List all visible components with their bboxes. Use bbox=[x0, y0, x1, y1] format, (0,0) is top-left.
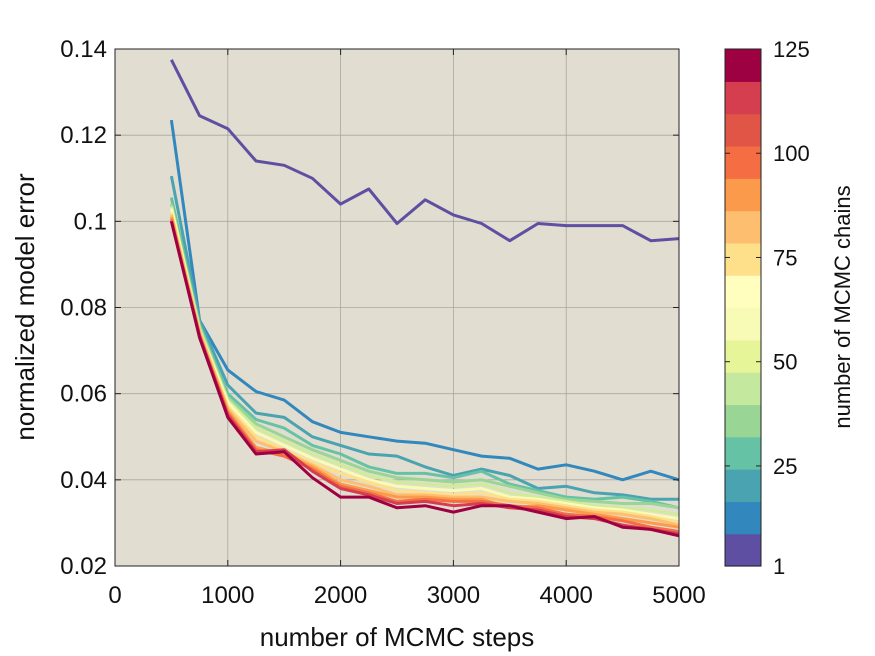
series-line-80-chains bbox=[169, 214, 680, 527]
series-line-10-chains bbox=[169, 119, 680, 482]
colorbar-tick-label: 100 bbox=[773, 141, 810, 166]
colorbar-segment bbox=[725, 404, 761, 438]
y-tick-label: 0.02 bbox=[60, 553, 107, 580]
x-tick-label: 5000 bbox=[652, 582, 705, 609]
colorbar-segment bbox=[725, 307, 761, 341]
series-line-60-chains bbox=[169, 208, 680, 521]
colorbar-segment bbox=[725, 113, 761, 147]
series-line-30-chains bbox=[169, 197, 680, 510]
series-line-50-chains bbox=[169, 205, 680, 516]
series-group bbox=[169, 59, 680, 538]
colorbar-segment bbox=[725, 210, 761, 244]
colorbar-tick-label: 125 bbox=[773, 37, 810, 62]
x-tick-label: 4000 bbox=[540, 582, 593, 609]
colorbar-segment bbox=[725, 275, 761, 309]
colorbar-segment bbox=[725, 533, 761, 567]
x-axis-label: number of MCMC steps bbox=[260, 622, 535, 652]
y-tick-label: 0.06 bbox=[60, 381, 107, 408]
series-line-125-chains bbox=[169, 220, 680, 538]
x-tick-label: 2000 bbox=[314, 582, 367, 609]
colorbar-segment bbox=[725, 178, 761, 212]
colorbar-tick-label: 25 bbox=[773, 454, 797, 479]
y-axis-label: normalized model error bbox=[10, 173, 40, 441]
x-tick-label: 0 bbox=[108, 582, 121, 609]
y-tick-label: 0.08 bbox=[60, 295, 107, 322]
colorbar-segment bbox=[725, 49, 761, 82]
series-line-20-chains bbox=[169, 175, 679, 501]
axis-ticks: 0 1000 2000 3000 4000 5000 0.02 0.04 0.06 0.08 0.1… bbox=[60, 36, 705, 609]
colorbar-label: number of MCMC chains bbox=[830, 185, 855, 428]
series-line-1-chains bbox=[170, 59, 680, 243]
colorbar-frame bbox=[724, 48, 762, 567]
colorbar-tick-label: 75 bbox=[773, 245, 797, 270]
y-tick-label: 0.1 bbox=[74, 208, 107, 235]
x-tick-label: 1000 bbox=[201, 582, 254, 609]
series-line-70-chains bbox=[169, 212, 680, 525]
colorbar-segment bbox=[725, 81, 761, 115]
colorbar-segment bbox=[725, 145, 761, 179]
colorbar-segment bbox=[725, 501, 761, 535]
colorbar-segment bbox=[725, 436, 761, 470]
grid bbox=[115, 49, 679, 566]
x-tick-label: 3000 bbox=[427, 582, 480, 609]
colorbar-tick-label: 1 bbox=[773, 554, 785, 579]
y-tick-label: 0.04 bbox=[60, 467, 107, 494]
colorbar-segment bbox=[725, 469, 761, 502]
colorbar-segment bbox=[725, 372, 761, 406]
colorbar-segment bbox=[725, 339, 761, 373]
series-line-40-chains bbox=[169, 203, 680, 510]
y-tick-label: 0.12 bbox=[60, 122, 107, 149]
y-tick-label: 0.14 bbox=[60, 36, 107, 63]
colorbar-tick-label: 50 bbox=[773, 350, 797, 375]
colorbar-segment bbox=[725, 242, 761, 276]
